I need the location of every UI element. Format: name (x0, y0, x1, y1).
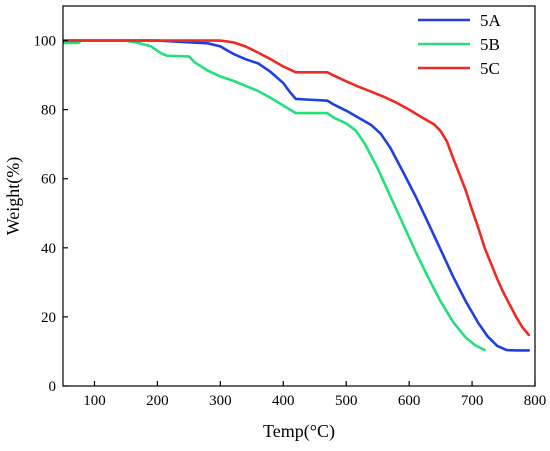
x-axis: 100 200 300 400 500 600 700 800 (83, 381, 546, 409)
legend-label-5c: 5C (480, 59, 500, 78)
x-tick-label: 100 (83, 393, 106, 409)
y-axis: 0 20 40 60 80 100 (34, 34, 68, 395)
series-line-5a (63, 39, 531, 352)
x-tick-label: 600 (398, 393, 421, 409)
x-tick-label: 200 (146, 393, 169, 409)
plot-content (63, 39, 531, 352)
y-tick-label: 0 (49, 379, 57, 395)
legend: 5A 5B 5C (418, 11, 502, 78)
series-line-5b (63, 39, 486, 352)
x-tick-label: 800 (524, 393, 547, 409)
x-axis-title: Temp(°C) (263, 421, 335, 442)
y-tick-label: 20 (41, 310, 56, 326)
x-tick-label: 500 (335, 393, 358, 409)
series-line-5c (63, 39, 531, 337)
legend-label-5a: 5A (480, 11, 502, 30)
y-axis-title: Weight(%) (3, 157, 24, 236)
plot-frame (62, 5, 536, 387)
x-tick-label: 700 (461, 393, 484, 409)
x-tick-label: 400 (272, 393, 295, 409)
legend-label-5b: 5B (480, 35, 500, 54)
y-tick-label: 80 (41, 103, 56, 119)
y-tick-label: 100 (34, 34, 57, 50)
y-tick-label: 40 (41, 241, 56, 257)
y-tick-label: 60 (41, 172, 56, 188)
x-tick-label: 300 (209, 393, 232, 409)
